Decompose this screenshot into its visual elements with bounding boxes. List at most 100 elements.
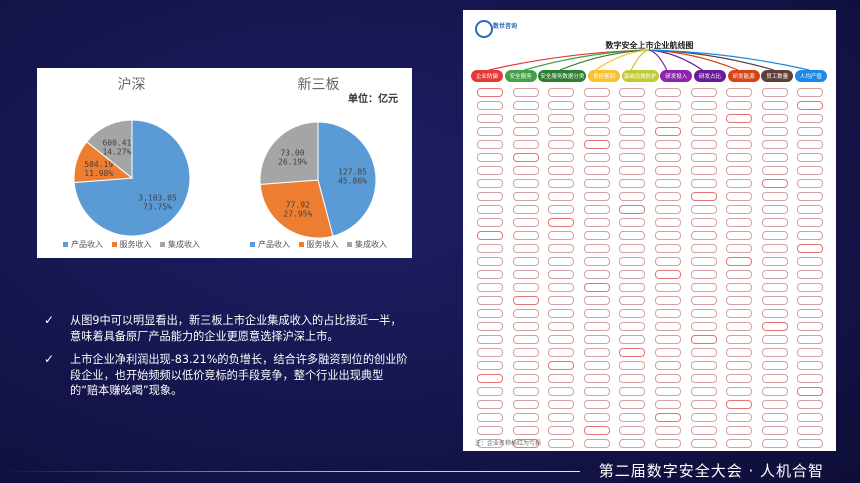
company-chip <box>548 283 575 292</box>
company-chip <box>797 179 824 188</box>
category-label: 研发能源 <box>727 70 760 82</box>
company-chip <box>797 361 824 370</box>
company-chip <box>690 296 717 305</box>
company-chip <box>655 244 681 253</box>
company-chip <box>690 179 717 188</box>
company-chip <box>477 296 503 305</box>
company-chip <box>761 400 788 409</box>
category-row: 企业防御 安全服务 安全服务数据分类 身份鉴别 基础设施防护 研发投入 研发占比 研发能源 员工… <box>471 70 827 82</box>
slice-percent-label: 27.95% <box>283 209 312 218</box>
company-chip <box>619 270 646 279</box>
company-chip <box>619 426 646 435</box>
company-chip <box>655 166 681 175</box>
category-arc <box>595 49 650 71</box>
company-chip <box>512 114 539 123</box>
slice-percent-label: 11.98% <box>84 169 113 178</box>
company-column <box>477 88 503 451</box>
company-chip <box>761 179 788 188</box>
company-chip <box>548 218 575 227</box>
company-column <box>512 88 539 451</box>
company-chip <box>548 270 575 279</box>
company-chip <box>761 114 788 123</box>
company-chip <box>619 322 646 331</box>
slice-value-label: 73.00 <box>280 148 304 157</box>
hushen-chart-title: 沪深 <box>117 77 146 93</box>
company-chip <box>726 296 753 305</box>
company-chip <box>619 309 646 318</box>
conference-footer: 第二届数字安全大会 · 人机合智 <box>598 462 824 480</box>
company-chip <box>690 309 717 318</box>
company-chip <box>548 101 575 110</box>
pie-slice-integration <box>85 119 133 180</box>
company-chip <box>726 413 753 422</box>
company-chip <box>548 244 575 253</box>
company-chip <box>583 153 610 162</box>
company-chip <box>726 101 753 110</box>
company-chip <box>548 413 575 422</box>
company-chip <box>619 114 646 123</box>
company-chip <box>797 114 824 123</box>
company-chip <box>619 400 646 409</box>
company-chip <box>761 361 788 370</box>
company-chip <box>726 127 753 136</box>
company-chip <box>690 322 717 331</box>
company-chip <box>477 179 503 188</box>
company-chip <box>726 166 753 175</box>
company-chip <box>477 283 503 292</box>
company-chip <box>619 88 646 97</box>
category-label: 研发占比 <box>693 70 726 82</box>
legend-item-integration: 集成收入 <box>160 239 200 250</box>
company-chip <box>583 335 610 344</box>
company-chip <box>726 348 753 357</box>
company-chip <box>619 296 646 305</box>
company-chip <box>583 179 610 188</box>
company-chip <box>619 374 646 383</box>
company-chip <box>583 218 610 227</box>
company-chip <box>655 400 681 409</box>
company-chip <box>690 413 717 422</box>
company-chip <box>477 88 503 97</box>
company-chip <box>726 140 753 149</box>
company-chip <box>797 387 824 396</box>
company-chip <box>548 140 575 149</box>
company-chip <box>726 439 753 448</box>
company-chip <box>726 374 753 383</box>
company-chip <box>761 257 788 266</box>
company-chip <box>726 400 753 409</box>
company-chip <box>761 374 788 383</box>
company-chip <box>690 439 717 448</box>
company-chip <box>548 387 575 396</box>
pie-slice-service <box>259 179 334 239</box>
company-chip <box>726 257 753 266</box>
company-chip <box>797 374 824 383</box>
company-chip <box>655 192 681 201</box>
bullet-item: ✓ 上市企业净利润出现-83.21%的负增长，结合许多融资到位的创业阶段企业，也… <box>40 352 410 399</box>
company-chip <box>690 283 717 292</box>
landscape-title: 数字安全上市企业航线图 <box>605 41 694 50</box>
company-column <box>761 88 788 451</box>
company-chip <box>548 257 575 266</box>
company-chip <box>477 348 503 357</box>
legend-item-service: 服务收入 <box>111 239 152 250</box>
company-chip <box>761 439 788 448</box>
company-chip <box>761 322 788 331</box>
company-chip <box>690 361 717 370</box>
company-chip <box>619 179 646 188</box>
company-chip <box>583 244 610 253</box>
xinsanban-pie-panel: 新三板 单位：亿元 127.85 45.86% 77.92 27.95% 73.00 26… <box>225 68 412 258</box>
company-chip <box>761 426 788 435</box>
company-chip <box>512 400 539 409</box>
company-chip <box>726 387 753 396</box>
company-chip <box>619 127 646 136</box>
company-chip <box>477 400 503 409</box>
company-column <box>548 88 575 451</box>
company-chip <box>512 231 539 240</box>
hushen-legend: 产品收入 服务收入 集成收入 <box>37 239 226 250</box>
security-landscape-map: 数世咨询 数字安全上市企业航线图 企业防御 安全服务 安全服务数据分类 身份鉴别 基础设… <box>463 10 836 451</box>
company-chip <box>761 387 788 396</box>
company-chip <box>655 361 681 370</box>
company-chip <box>797 127 824 136</box>
company-chip <box>512 283 539 292</box>
company-chip <box>512 257 539 266</box>
category-label: 研发投入 <box>660 70 693 82</box>
